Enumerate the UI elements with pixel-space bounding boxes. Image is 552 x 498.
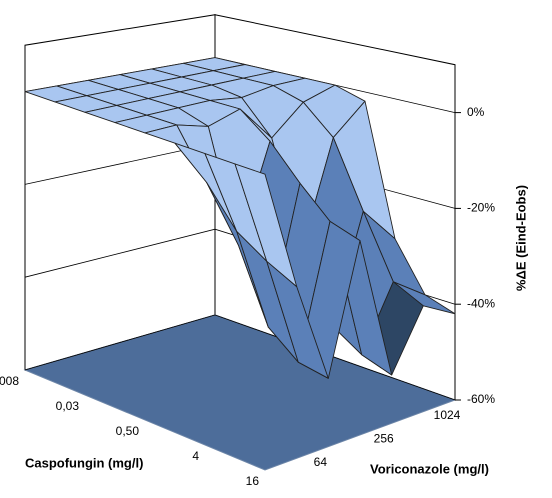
z-tick-label: -20%: [467, 201, 495, 215]
y-tick-label: 64: [314, 455, 328, 469]
x-axis-title: Caspofungin (mg/l): [25, 455, 143, 470]
surface: [24, 57, 456, 379]
x-tick-label: 4: [192, 449, 199, 463]
y-tick-label: 256: [374, 432, 394, 446]
z-tick-label: -40%: [467, 296, 495, 310]
grid-line: [24, 314, 456, 401]
x-tick-label: 0,03: [56, 399, 80, 413]
surface-patch: [234, 163, 298, 288]
x-tick-label: 0,50: [116, 424, 140, 438]
y-axis-title: Voriconazole (mg/l): [370, 461, 489, 476]
z-axis-title: %ΔE (Eind-Eobs): [513, 185, 528, 291]
x-tick-label: 0,008: [0, 374, 19, 388]
x-tick-label: 16: [246, 474, 260, 488]
y-tick-label: 1024: [434, 408, 461, 422]
labels: -60% -40% -20% 0% 0,008 0,03 0,50 4 16 64 256 1024: [0, 105, 495, 488]
z-tick-label: 0%: [467, 105, 485, 119]
z-tick-label: -60%: [467, 392, 495, 406]
